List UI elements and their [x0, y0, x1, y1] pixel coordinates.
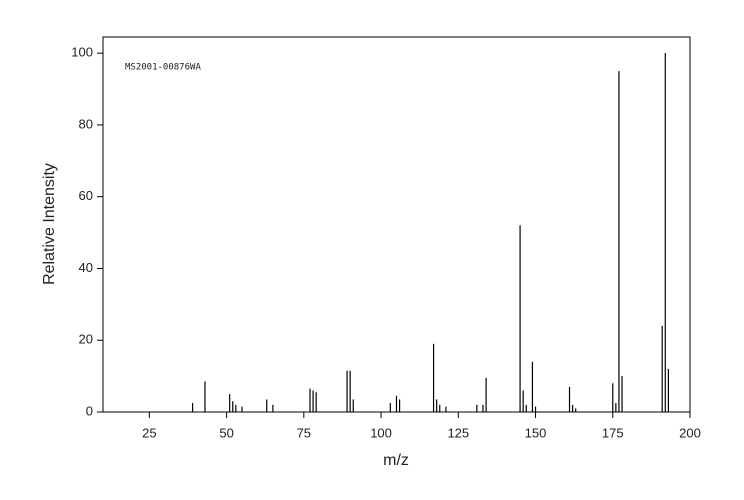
x-axis-label: m/z [383, 452, 409, 469]
y-tick-label: 60 [79, 188, 93, 203]
y-tick-label: 40 [79, 260, 93, 275]
x-tick-label: 50 [219, 425, 233, 440]
x-tick-label: 25 [142, 425, 156, 440]
x-tick-label: 125 [447, 425, 469, 440]
y-tick-label: 100 [71, 45, 93, 60]
y-tick-label: 0 [86, 403, 93, 418]
x-tick-label: 200 [679, 425, 701, 440]
x-tick-label: 175 [602, 425, 624, 440]
y-tick-label: 20 [79, 332, 93, 347]
x-tick-label: 100 [370, 425, 392, 440]
y-axis-label: Relative Intensity [41, 163, 58, 285]
plot-frame [102, 36, 691, 413]
annotation: MS2001-00876WA [125, 63, 201, 73]
x-tick-label: 150 [525, 425, 547, 440]
y-tick-label: 80 [79, 116, 93, 131]
x-tick-label: 75 [297, 425, 311, 440]
